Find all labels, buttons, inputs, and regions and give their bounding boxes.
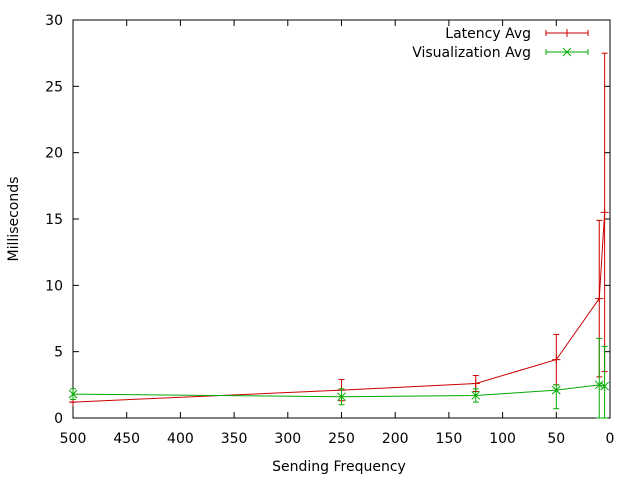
data-point-marker — [471, 391, 481, 400]
x-tick-label: 400 — [167, 431, 194, 447]
data-point-marker — [594, 380, 604, 390]
x-tick-label: 250 — [328, 431, 355, 447]
data-point-marker — [68, 389, 78, 399]
series-layer — [68, 52, 609, 419]
series-0 — [69, 52, 609, 407]
legend: Latency Avg Visualization Avg — [412, 26, 589, 61]
y-tick-label: 15 — [45, 212, 63, 228]
x-tick-label: 100 — [489, 431, 516, 447]
data-point-marker — [337, 392, 346, 402]
x-tick-label: 200 — [382, 431, 409, 447]
x-tick-label: 0 — [606, 431, 615, 447]
legend-item: Latency Avg — [445, 26, 589, 42]
x-tick-label: 150 — [436, 431, 463, 447]
y-tick-label: 25 — [45, 79, 63, 95]
x-tick-label: 500 — [60, 431, 87, 447]
legend-item: Visualization Avg — [412, 45, 589, 61]
x-tick-label: 300 — [274, 431, 301, 447]
legend-label: Visualization Avg — [412, 45, 531, 61]
data-point-marker — [562, 47, 572, 57]
series-line — [72, 212, 606, 403]
series-1 — [68, 337, 609, 419]
x-tick-labels: 500 450 400 350 300 250 200 150 100 50 0 — [60, 431, 615, 447]
y-tick-label: 30 — [45, 13, 63, 29]
y-tick-label: 5 — [54, 345, 63, 361]
plot-frame — [72, 19, 611, 419]
data-point-marker — [600, 381, 609, 391]
x-axis-title: Sending Frequency — [272, 459, 406, 475]
x-tick-label: 50 — [547, 431, 565, 447]
y-tick-labels: 0 5 10 15 20 25 30 — [45, 13, 63, 427]
legend-label: Latency Avg — [445, 26, 531, 42]
y-tick-label: 20 — [45, 146, 63, 162]
axis-ticks — [72, 19, 611, 419]
y-tick-label: 0 — [54, 411, 63, 427]
y-tick-label: 10 — [45, 278, 63, 294]
y-axis-title: Milliseconds — [6, 177, 22, 262]
data-point-marker — [551, 385, 561, 395]
x-tick-label: 450 — [113, 431, 140, 447]
series-line — [72, 384, 605, 398]
x-tick-label: 350 — [221, 431, 248, 447]
